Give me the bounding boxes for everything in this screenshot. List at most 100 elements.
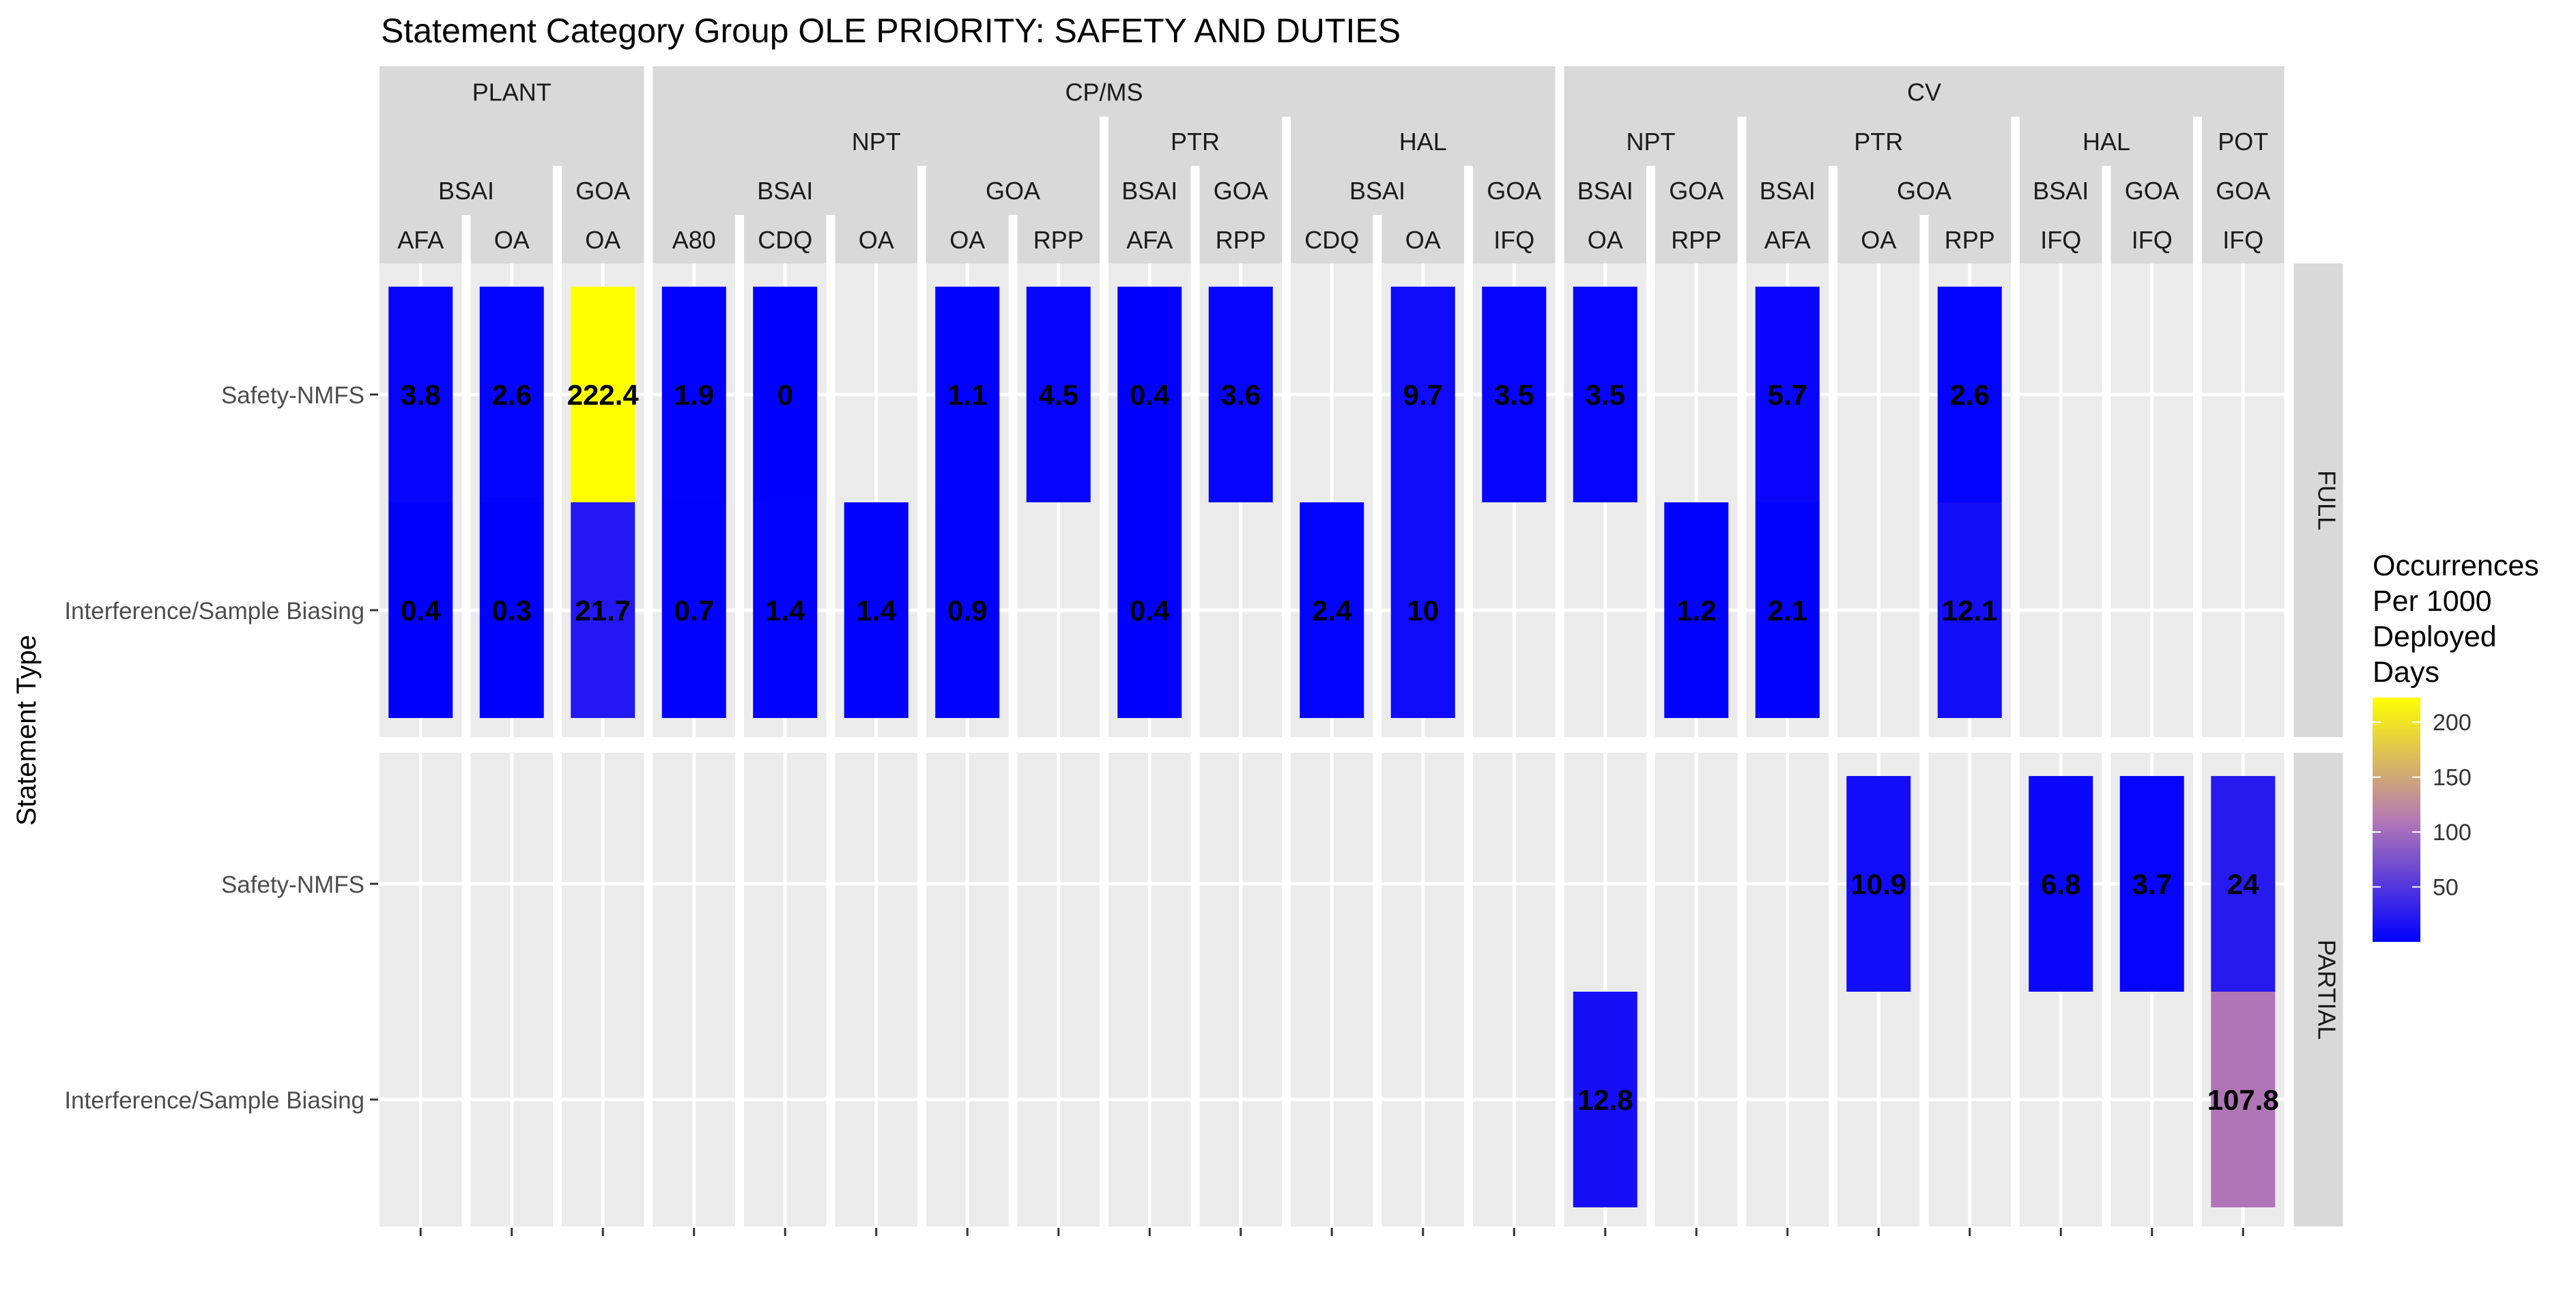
heatmap-cell: [753, 502, 818, 718]
facet-strip-background: [1382, 214, 1464, 263]
legend-tick-label: 100: [2433, 820, 2472, 846]
legend-tick-label: 150: [2433, 765, 2472, 791]
facet-strip-background: [1564, 66, 2285, 117]
facet-strip-background: [1017, 214, 1100, 263]
facet-strip-label: HAL: [1399, 128, 1447, 156]
cell-value-label: 107.8: [2207, 1084, 2279, 1116]
facet-strip-label: RPP: [1216, 226, 1266, 254]
y-tick-label: Safety-NMFS: [221, 872, 364, 898]
facet-strip-label: IFQ: [1493, 226, 1534, 254]
facet-strip-background: [1655, 165, 1738, 215]
heatmap-cell: [1117, 502, 1182, 718]
facet-strip-background: [744, 214, 827, 263]
facet-strip-background: [1291, 214, 1373, 263]
y-tick-label: Safety-NMFS: [221, 382, 364, 409]
cell-value-label: 0: [777, 379, 793, 411]
cell-value-label: 0.7: [674, 594, 714, 627]
heatmap-cell: [1573, 287, 1637, 502]
facet-strip-background: [1564, 165, 1646, 215]
facet-strip-label: BSAI: [1121, 177, 1177, 205]
facet-strip-label: PLANT: [472, 78, 552, 106]
facet-strip-background: [926, 214, 1009, 263]
facet-strip-label: BSAI: [1349, 177, 1405, 205]
facet-strip-label: RPP: [1945, 226, 1995, 254]
cell-value-label: 0.9: [947, 594, 987, 627]
facet-strip-background: [2020, 214, 2102, 263]
cell-value-label: 10.9: [1850, 868, 1906, 900]
row-facet-strip: [2293, 753, 2343, 1226]
facet-strip-label: GOA: [2216, 177, 2270, 205]
heatmap-cell: [2211, 992, 2276, 1207]
facet-strip-label: AFA: [1126, 226, 1173, 254]
heatmap-cell: [1755, 287, 1820, 502]
chart-title: Statement Category Group OLE PRIORITY: S…: [381, 12, 1401, 50]
cell-value-label: 3.6: [1221, 379, 1261, 411]
facet-strip-label: A80: [672, 226, 716, 254]
facet-strip-background: [1291, 165, 1464, 215]
facet-strip-label: GOA: [1214, 177, 1268, 205]
cell-value-label: 9.7: [1403, 379, 1443, 411]
facet-strip-background: [380, 116, 644, 166]
cell-value-label: 24: [2227, 868, 2259, 900]
heatmap-cell: [479, 502, 544, 718]
facet-strip-label: NPT: [1627, 128, 1676, 156]
facet-strip-label: OA: [494, 226, 530, 254]
cell-value-label: 12.1: [1942, 594, 1998, 627]
facet-strip-background: [1746, 116, 2011, 166]
facet-strip-background: [1928, 214, 2011, 263]
facet-strip-background: [1108, 214, 1191, 263]
facet-strip-label: IFQ: [2132, 226, 2173, 254]
heatmap-cell: [753, 287, 818, 502]
facet-strip-label: POT: [2218, 128, 2268, 156]
row-facet-label: FULL: [2313, 470, 2341, 530]
facet-strip-background: [2110, 165, 2193, 215]
facet-strip-background: [1291, 116, 1556, 166]
facet-strip-background: [2202, 165, 2285, 215]
heatmap-cell: [2211, 776, 2276, 992]
legend-title: Occurrences: [2373, 549, 2539, 582]
facet-strip-background: [653, 165, 917, 215]
heatmap-cell: [1937, 287, 2002, 502]
heatmap-cell: [1117, 287, 1182, 502]
facet-strip-background: [1837, 165, 2011, 215]
facet-strip-layer: PLANT CP/MS CV NPT PTR HAL NPT PTR HAL POT BSAI GOA…: [380, 66, 2343, 1226]
heatmap-cell: [1300, 502, 1364, 718]
facet-strip-background: [380, 165, 553, 215]
cell-value-label: 2.1: [1768, 594, 1807, 627]
facet-strip-background: [562, 165, 644, 215]
facet-strip-label: HAL: [2083, 128, 2130, 156]
heatmap-cell: [388, 502, 453, 718]
facet-strip-background: [1746, 214, 1829, 263]
heatmap-cell: [661, 502, 726, 718]
facet-strip-background: [1473, 165, 1556, 215]
heatmap-cell: [2119, 776, 2184, 992]
heatmap-cell: [1937, 502, 2002, 718]
facet-strip-background: [1108, 116, 1282, 166]
facet-strip-background: [2020, 165, 2102, 215]
legend-title: Deployed: [2373, 620, 2497, 653]
facet-strip-label: CDQ: [1304, 226, 1359, 254]
facet-strip-background: [2110, 214, 2193, 263]
axis-layer: Safety-NMFS Interference/Sample Biasing Sa…: [64, 382, 2244, 1236]
cell-value-label: 4.5: [1039, 379, 1078, 411]
facet-strip-background: [470, 214, 553, 263]
cell-value-label: 0.4: [401, 594, 441, 627]
facet-strip-label: OA: [1405, 226, 1441, 254]
facet-strip-background: [1108, 165, 1191, 215]
legend-colorbar: [2373, 698, 2420, 942]
facet-strip-label: NPT: [852, 128, 901, 156]
cell-value-label: 1.4: [857, 594, 897, 627]
cell-value-label: 3.5: [1586, 379, 1625, 411]
facet-strip-background: [1655, 214, 1738, 263]
heatmap-cell: [935, 502, 1000, 718]
heatmap-cell: [1026, 287, 1091, 502]
facet-strip-label: IFQ: [2222, 226, 2263, 254]
facet-strip-label: OA: [859, 226, 894, 254]
cell-value-label: 2.4: [1312, 594, 1352, 627]
legend-title: Days: [2373, 656, 2439, 689]
cell-value-label: 0.4: [1130, 594, 1170, 627]
facet-strip-label: RPP: [1033, 226, 1084, 254]
facet-strip-label: BSAI: [1760, 177, 1816, 205]
facet-strip-label: GOA: [1669, 177, 1723, 205]
